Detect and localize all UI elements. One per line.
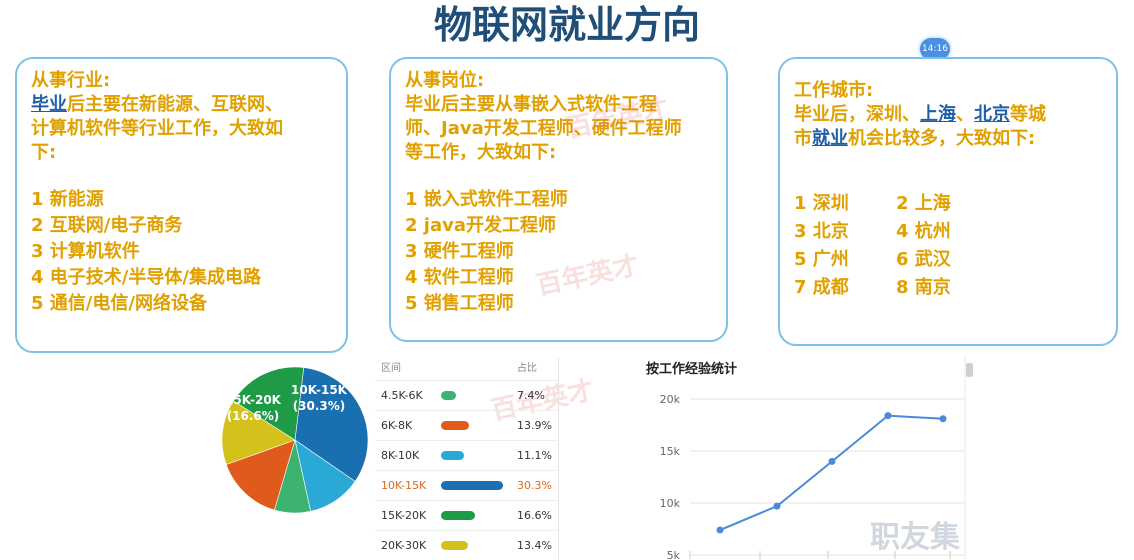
- row-bar: [441, 450, 464, 460]
- city-line2: 市就业机会比较多，大致如下:: [794, 127, 1102, 151]
- row-bar: [441, 540, 468, 550]
- city-line2-text: 市: [794, 128, 812, 149]
- pie-label: 15K-20K: [225, 393, 282, 407]
- data-point: [773, 502, 781, 510]
- row-pct: 13.9%: [517, 419, 552, 432]
- salary-pie-chart: 10K-15K (30.3%) 15K-20K (16.6%): [221, 366, 369, 514]
- pie-slice-20K-30K: [221, 400, 296, 465]
- employment-link[interactable]: 就业: [812, 128, 848, 149]
- beijing-link[interactable]: 北京: [974, 104, 1010, 125]
- industry-lead: 毕业后主要在新能源、互联网、: [31, 93, 332, 117]
- header-range: 区间: [381, 363, 401, 374]
- city-item: 3 北京: [794, 221, 849, 242]
- row-pct: 7.4%: [517, 389, 545, 402]
- data-point: [716, 526, 724, 534]
- city-item: 4 杭州: [896, 221, 951, 242]
- time-badge: 14:16: [920, 38, 950, 60]
- row-range: 8K-10K: [381, 449, 420, 462]
- position-card: 从事岗位: 毕业后主要从事嵌入式软件工程 师、Java开发工程师、硬件工程师 等…: [389, 57, 728, 342]
- experience-line-chart: 按工作经验统计 20k 15k 10k 5k: [646, 355, 973, 559]
- pie-label: 10K-15K: [291, 383, 348, 397]
- city-item: 7 成都: [794, 277, 849, 298]
- industry-item: 2 互联网/电子商务: [31, 215, 183, 236]
- table-row[interactable]: 10K-15K 30.3%: [375, 470, 558, 500]
- industry-item: 4 电子技术/半导体/集成电路: [31, 267, 261, 288]
- row-pct: 16.6%: [517, 509, 552, 522]
- industry-card: 从事行业: 毕业后主要在新能源、互联网、 计算机软件等行业工作，大致如 下: 1…: [15, 57, 348, 353]
- position-line2: 师、Java开发工程师、硬件工程师: [405, 118, 682, 139]
- table-row[interactable]: 15K-20K 16.6%: [375, 500, 558, 530]
- row-bar: [441, 420, 469, 430]
- line-series: [719, 414, 944, 531]
- industry-lead-text: 后主要在新能源、互联网、: [67, 94, 283, 115]
- salary-table: 区间 占比 4.5K-6K 7.4% 6K-8K 13.9% 8K-10K 11.1% 10…: [375, 358, 558, 559]
- city-item: 1 深圳: [794, 193, 849, 214]
- position-heading: 从事岗位:: [405, 70, 485, 91]
- city-line2-rest: 机会比较多，大致如下:: [848, 128, 1036, 149]
- city-item: 8 南京: [896, 277, 951, 298]
- data-point: [939, 415, 947, 423]
- row-bar: [441, 480, 503, 490]
- row-pct: 30.3%: [517, 479, 552, 492]
- row-range: 15K-20K: [381, 509, 427, 522]
- data-point: [884, 412, 892, 420]
- job-link[interactable]: 毕业: [31, 94, 67, 115]
- pie-slice-6K-8K: [225, 439, 296, 511]
- y-tick-label: 5k: [667, 549, 681, 559]
- table-row[interactable]: 20K-30K 13.4%: [375, 530, 558, 560]
- position-item: 4 软件工程师: [405, 267, 514, 288]
- position-item: 2 java开发工程师: [405, 215, 556, 236]
- page-title: 物联网就业方向: [433, 3, 700, 47]
- city-line1-text: 毕业后，深圳、: [794, 104, 920, 125]
- row-pct: 13.4%: [517, 539, 552, 552]
- row-bar: [441, 390, 456, 400]
- shanghai-link[interactable]: 上海: [920, 104, 956, 125]
- header-pct: 占比: [517, 363, 537, 374]
- industry-heading: 从事行业:: [31, 70, 111, 91]
- industry-item: 1 新能源: [31, 189, 104, 210]
- city-line1-end: 等城: [1010, 104, 1046, 125]
- position-item: 3 硬件工程师: [405, 241, 514, 262]
- city-line1: 毕业后，深圳、上海、北京等城: [794, 103, 1102, 127]
- industry-item: 5 通信/电信/网络设备: [31, 293, 207, 314]
- position-item: 5 销售工程师: [405, 293, 514, 314]
- row-bar: [441, 510, 475, 520]
- city-item: 2 上海: [896, 193, 951, 214]
- city-line1-sep: 、: [956, 104, 974, 125]
- row-range: 6K-8K: [381, 419, 413, 432]
- y-tick-label: 20k: [660, 393, 681, 406]
- city-list: 1 深圳 2 上海 3 北京 4 杭州 5 广州 6 武汉 7 成都 8 南京: [794, 191, 1102, 301]
- row-pct: 11.1%: [517, 449, 552, 462]
- city-heading: 工作城市:: [794, 80, 874, 101]
- row-range: 10K-15K: [381, 479, 427, 492]
- position-item: 1 嵌入式软件工程师: [405, 189, 568, 210]
- table-row[interactable]: 4.5K-6K 7.4%: [375, 380, 558, 410]
- pie-slice-10K-15K: [294, 367, 369, 482]
- scrollbar-handle[interactable]: [966, 363, 973, 377]
- table-row[interactable]: 8K-10K 11.1%: [375, 440, 558, 470]
- y-tick-label: 15k: [660, 445, 681, 458]
- industry-line3: 下:: [31, 142, 57, 163]
- y-tick-label: 10k: [660, 497, 681, 510]
- row-range: 4.5K-6K: [381, 389, 423, 402]
- watermark: 职友集: [870, 520, 960, 555]
- city-item: 5 广州: [794, 249, 849, 270]
- table-header: 区间 占比: [375, 358, 558, 380]
- city-item: 6 武汉: [896, 249, 951, 270]
- pie-label: (30.3%): [293, 399, 346, 413]
- city-card: 工作城市: 毕业后，深圳、上海、北京等城 市就业机会比较多，大致如下: 1 深圳…: [778, 57, 1118, 346]
- row-range: 20K-30K: [381, 539, 427, 552]
- line-chart-title: 按工作经验统计: [646, 361, 737, 377]
- position-line3: 等工作，大致如下:: [405, 142, 557, 163]
- table-row[interactable]: 6K-8K 13.9%: [375, 410, 558, 440]
- position-line1: 毕业后主要从事嵌入式软件工程: [405, 94, 657, 115]
- industry-item: 3 计算机软件: [31, 241, 140, 262]
- industry-line2: 计算机软件等行业工作，大致如: [31, 118, 283, 139]
- pie-label: (16.6%): [227, 409, 280, 423]
- data-point: [828, 457, 836, 465]
- pie-slice-15K-20K: [232, 366, 305, 441]
